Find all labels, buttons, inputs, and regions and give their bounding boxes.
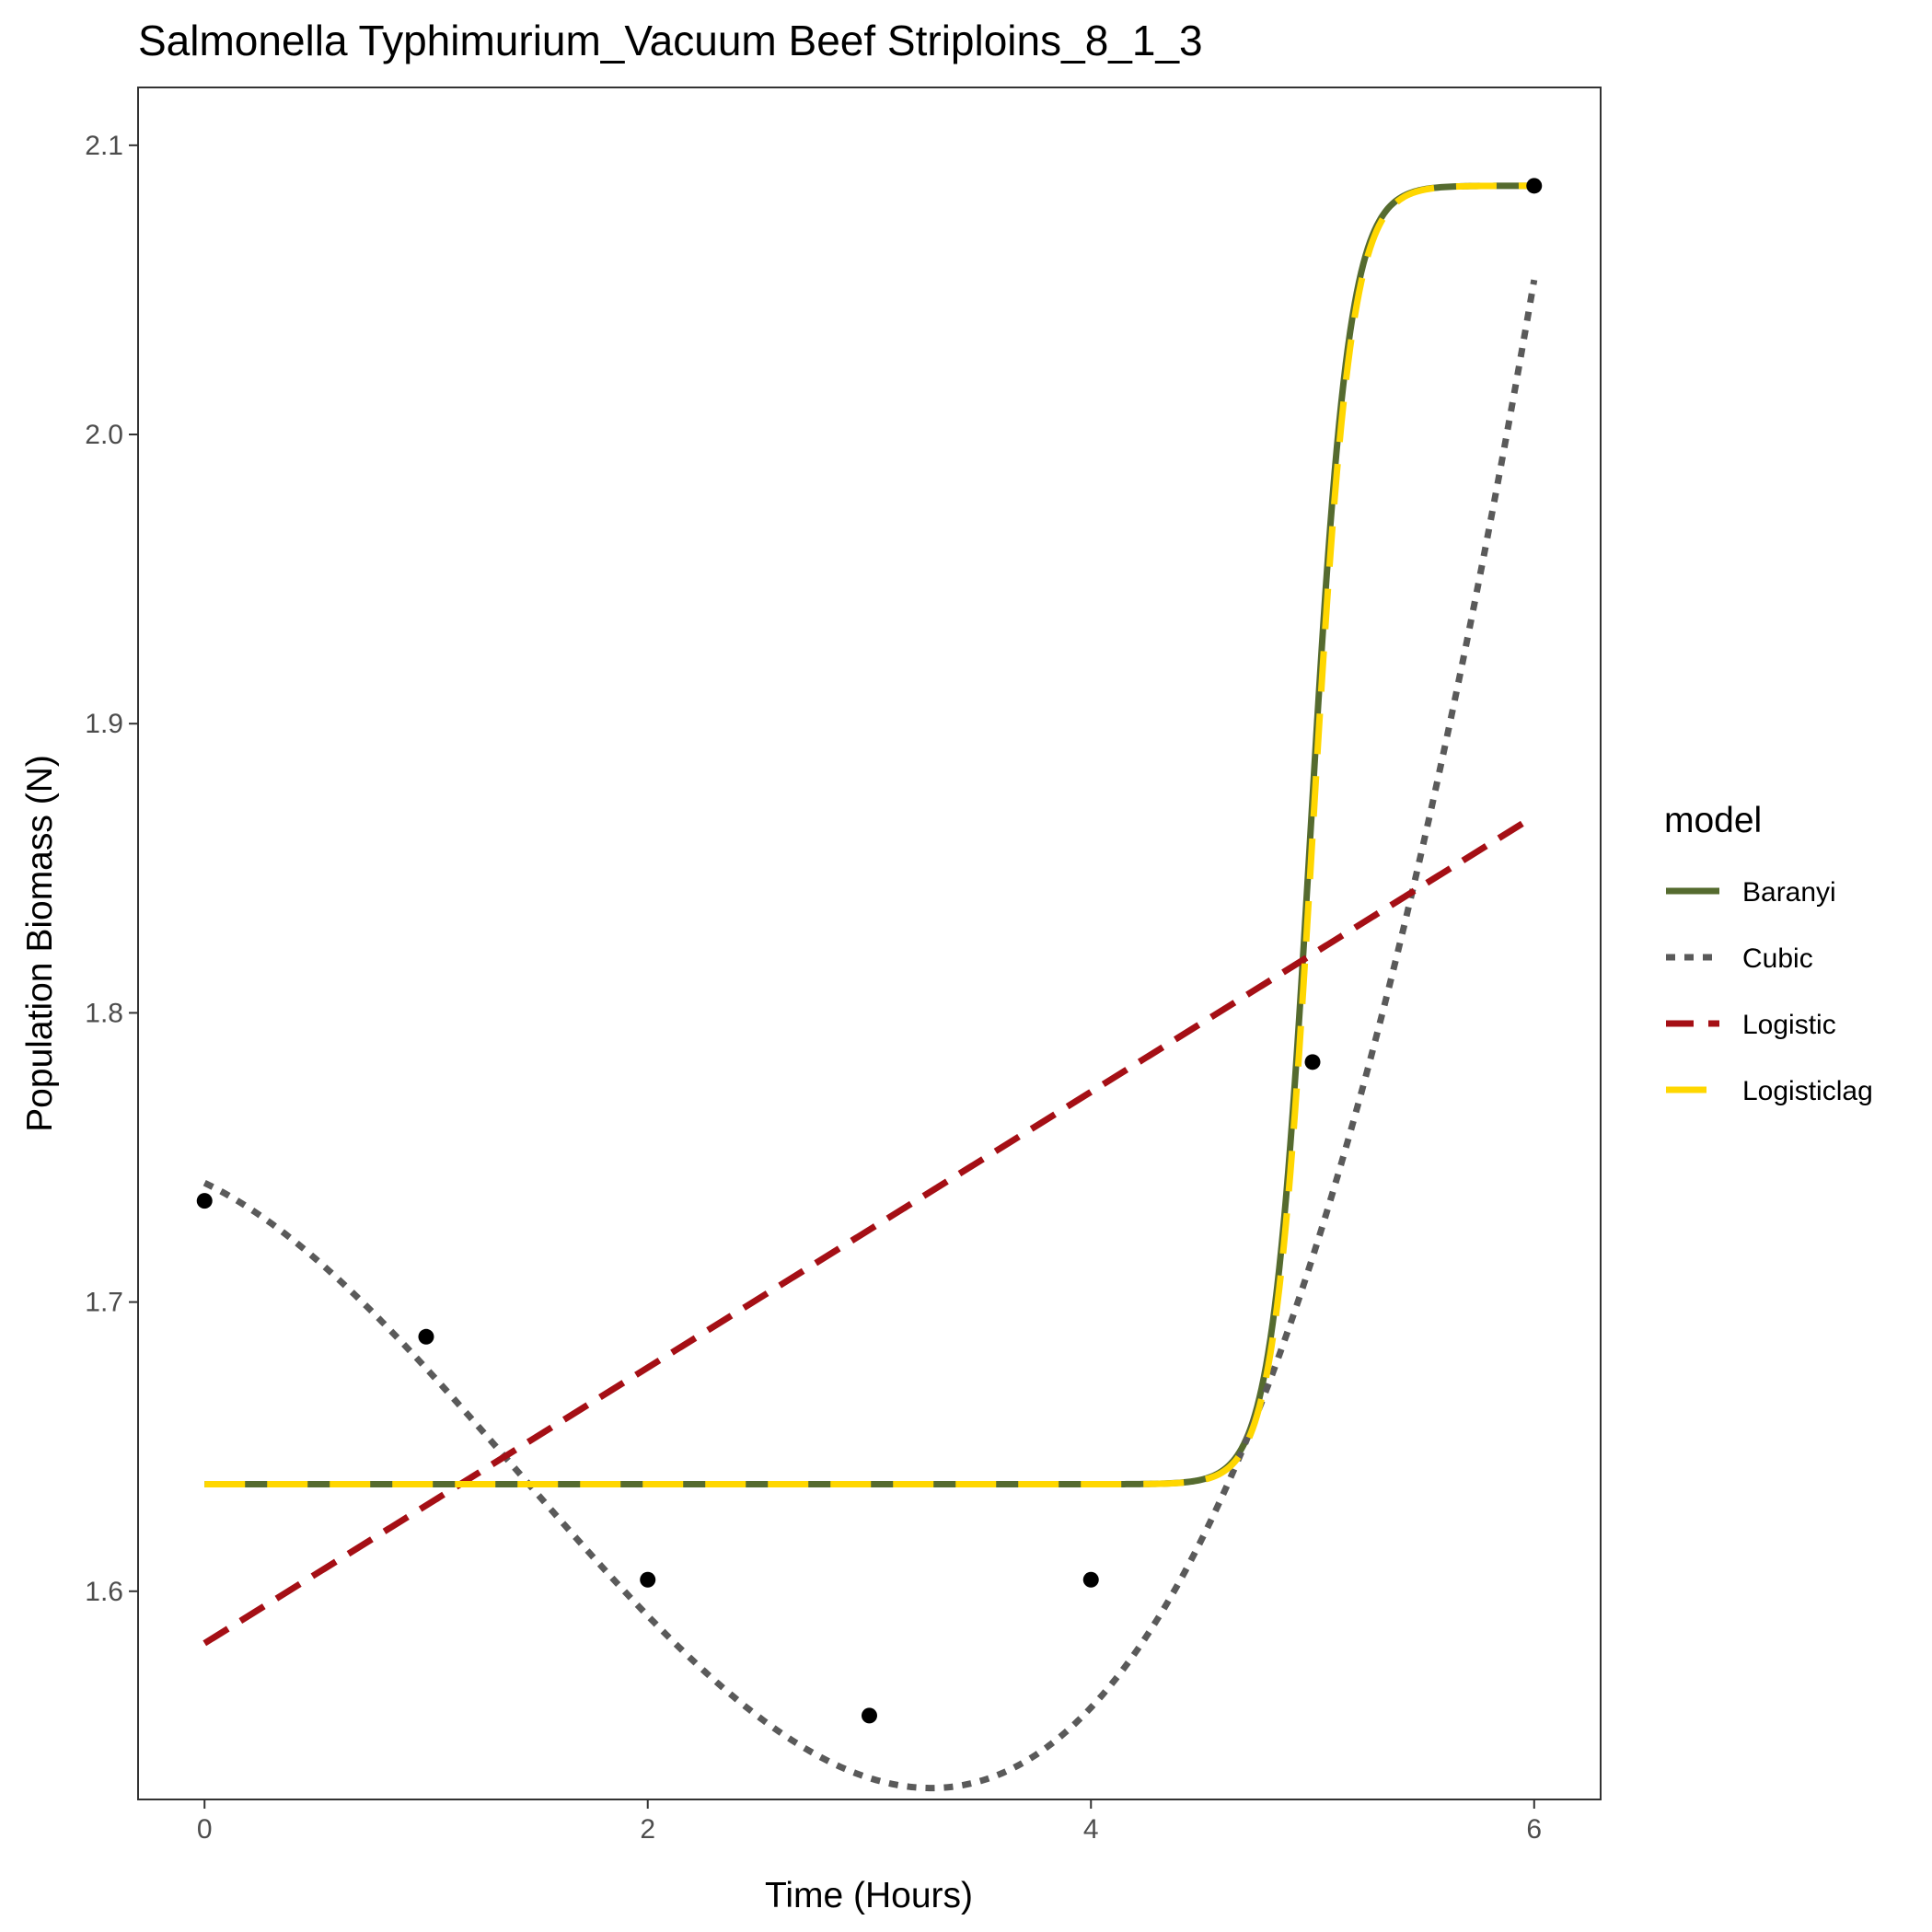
legend: model Baranyi Cubic Logistic Logisticlag [1664,801,1873,1106]
legend-title: model [1664,801,1762,840]
x-tick-label: 0 [197,1814,213,1845]
y-axis: 1.6 1.7 1.8 1.9 2.0 2.1 [85,131,138,1607]
x-tick-label: 2 [640,1814,655,1845]
data-point [196,1193,213,1209]
data-point [640,1571,656,1588]
data-point [1304,1054,1321,1070]
data-point [418,1328,434,1345]
series-line-logisticlag [204,182,1534,1488]
legend-label-logisticlag: Logisticlag [1742,1076,1873,1106]
chart-title: Salmonella Typhimurium_Vacuum Beef Strip… [138,17,1203,64]
data-point [862,1707,877,1724]
y-axis-title: Population Biomass (N) [20,755,60,1132]
y-tick-label: 1.7 [85,1288,123,1318]
y-tick-label: 2.0 [85,420,123,450]
x-tick-label: 6 [1526,1814,1542,1845]
x-axis: 0 2 4 6 [197,1799,1542,1845]
series-line-logistic [202,813,1536,1647]
plot-panel-border [137,87,1602,1800]
data-point [1082,1571,1099,1588]
y-tick-label: 1.6 [85,1577,123,1607]
legend-label-baranyi: Baranyi [1742,877,1836,908]
series-layer [202,182,1538,1792]
x-axis-title: Time (Hours) [765,1876,973,1915]
legend-label-logistic: Logistic [1742,1010,1836,1040]
data-point [1526,178,1543,194]
y-tick-label: 1.8 [85,998,123,1028]
series-line-baranyi [204,182,1534,1488]
y-tick-label: 2.1 [85,131,123,161]
points-layer [196,178,1543,1724]
y-tick-label: 1.9 [85,709,123,739]
legend-label-cubic: Cubic [1742,943,1813,974]
x-tick-label: 4 [1083,1814,1099,1845]
